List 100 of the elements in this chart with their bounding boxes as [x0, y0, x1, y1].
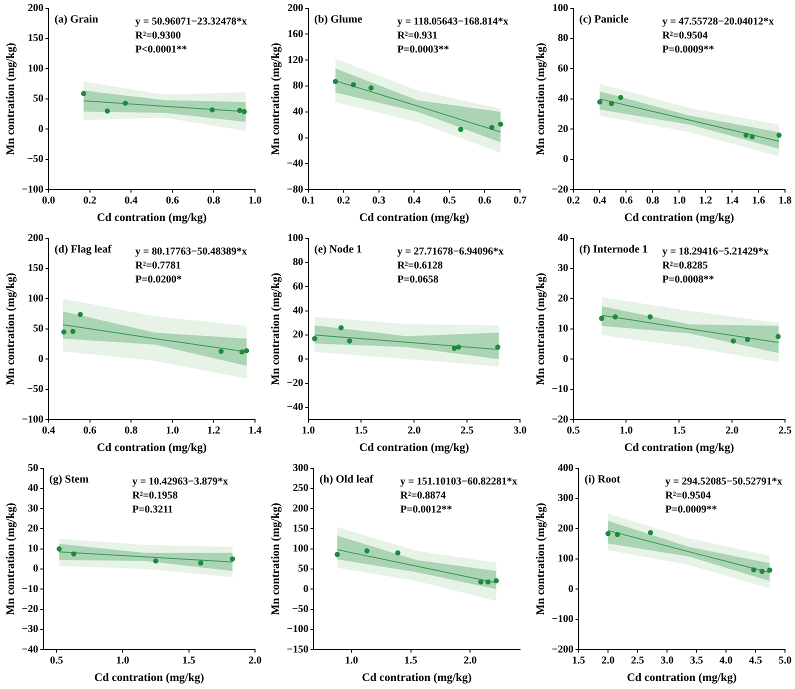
y-axis-title: Mn contration (mg/kg)	[4, 272, 17, 386]
point	[495, 344, 500, 350]
y-tick-label: 20	[292, 330, 304, 341]
y-tick-label: −100	[22, 414, 44, 426]
point	[494, 578, 499, 584]
x-tick-label: 2.0	[248, 656, 262, 667]
y-tick-label: −30	[22, 624, 38, 636]
x-tick-label: 0.3	[372, 196, 386, 207]
x-axis-title: Cd contration (mg/kg)	[359, 442, 470, 454]
annotation: R²=0.8285	[662, 260, 708, 272]
y-tick-label: 120	[288, 54, 304, 66]
x-tick-label: 2.0	[726, 426, 739, 437]
y-tick-label: 200	[288, 3, 304, 14]
y-tick-label: 400	[558, 463, 574, 474]
y-tick-label: 150	[28, 263, 44, 274]
annotation: y = 10.42963−3.879*x	[132, 476, 229, 488]
x-tick-label: 1.4	[248, 426, 262, 437]
point	[599, 316, 604, 321]
y-tick-label: −20	[22, 604, 38, 616]
point	[744, 336, 750, 342]
text: (d) Flag leaf	[54, 244, 112, 256]
y-tick-label: 100	[28, 63, 44, 74]
y-tick-label: 20	[558, 124, 568, 135]
y-tick-label: 100	[558, 554, 574, 565]
annotation: y = 18.29416−5.21429*x	[662, 246, 770, 258]
y-tick-label: 40	[292, 306, 304, 317]
x-tick-label: 3.5	[690, 656, 704, 667]
point	[312, 336, 318, 342]
point	[61, 329, 66, 335]
y-tick-label: −50	[292, 604, 309, 616]
y-axis-title: Mn contration (mg/kg)	[534, 502, 547, 616]
annotation: y = 151.10103−60.82281*x	[400, 476, 518, 488]
x-tick-label: 0.5	[442, 196, 456, 207]
x-tick-label: 3.0	[660, 656, 674, 667]
y-tick-label: 80	[292, 257, 304, 268]
y-tick-label: 150	[28, 33, 44, 44]
y-tick-label: −100	[286, 624, 309, 636]
x-tick-label: 1.0	[116, 656, 130, 667]
annotation: P<0.0001**	[135, 44, 188, 56]
x-tick-label: 0.4	[408, 196, 422, 207]
y-tick-label: 0	[568, 584, 574, 595]
annotation: P=0.0003**	[397, 44, 449, 56]
y-tick-label: −100	[552, 614, 574, 626]
point	[759, 568, 765, 574]
y-axis-title: Mn contration (mg/kg)	[270, 272, 282, 386]
point	[767, 568, 772, 573]
y-tick-label: 20	[28, 523, 38, 534]
y-tick-label: 100	[288, 233, 304, 244]
x-tick-label: 2.0	[464, 656, 477, 667]
x-tick-label: 1.0	[166, 426, 179, 437]
text: (i) Root	[584, 474, 621, 486]
x-tick-label: 0.5	[50, 656, 64, 667]
point	[456, 344, 462, 350]
x-tick-label: 1.4	[726, 196, 740, 207]
y-tick-label: 160	[288, 28, 304, 40]
y-tick-label: −40	[286, 158, 304, 170]
x-tick-label: 1.0	[344, 656, 358, 667]
x-tick-label: 0.6	[478, 196, 492, 207]
point	[104, 108, 110, 114]
x-tick-label: 1.5	[572, 656, 586, 667]
y-tick-label: 40	[28, 483, 38, 494]
x-tick-label: 2.5	[778, 426, 792, 437]
y-axis-title: Mn contration (mg/kg)	[4, 502, 17, 616]
point	[750, 134, 755, 140]
point	[458, 126, 464, 132]
text: (a) Grain	[54, 14, 98, 26]
y-tick-label: 60	[558, 63, 568, 74]
annotation: R²=0.931	[397, 30, 438, 42]
x-tick-label: 0.2	[83, 196, 96, 207]
annotation: P=0.0012**	[400, 504, 452, 516]
y-tick-label: 200	[558, 523, 574, 534]
y-tick-label: −200	[552, 644, 574, 656]
y-tick-label: 0	[303, 584, 309, 595]
y-tick-label: 300	[558, 493, 574, 504]
y-tick-label: 0	[298, 132, 304, 144]
annotation: y = 80.17763−50.48389*x	[135, 246, 248, 258]
point	[239, 349, 245, 355]
x-tick-label: 5.0	[778, 656, 792, 667]
point	[244, 348, 250, 354]
x-tick-label: 1.8	[778, 196, 792, 207]
x-tick-label: 0.7	[513, 196, 527, 207]
point	[648, 314, 653, 320]
y-tick-label: 30	[28, 503, 38, 514]
annotation: y = 50.96071−23.32478*x	[135, 16, 248, 28]
annotation: R²=0.9504	[662, 30, 709, 42]
x-tick-label: 0.4	[124, 196, 138, 207]
point	[364, 548, 370, 554]
x-tick-label: 0.6	[83, 426, 96, 437]
y-tick-label: 20	[558, 293, 568, 304]
annotation: y = 27.71678−6.94096*x	[397, 246, 504, 258]
x-tick-label: 4.0	[719, 656, 733, 667]
x-tick-label: 2.5	[630, 656, 644, 667]
y-tick-label: 100	[552, 3, 568, 14]
x-axis-title: Cd contration (mg/kg)	[626, 672, 737, 684]
x-tick-label: 0.2	[566, 196, 580, 207]
x-tick-label: 1.6	[752, 196, 766, 207]
point	[368, 85, 374, 91]
y-tick-label: −40	[286, 402, 304, 414]
y-tick-label: 60	[292, 281, 304, 292]
y-tick-label: 0	[563, 354, 568, 365]
